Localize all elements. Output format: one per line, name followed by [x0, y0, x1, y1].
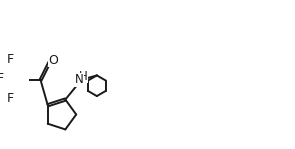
Text: H: H [79, 70, 88, 83]
Text: O: O [48, 54, 58, 67]
Text: N: N [74, 73, 83, 86]
Text: F: F [6, 53, 14, 66]
Text: F: F [0, 72, 4, 85]
Text: F: F [6, 92, 14, 105]
